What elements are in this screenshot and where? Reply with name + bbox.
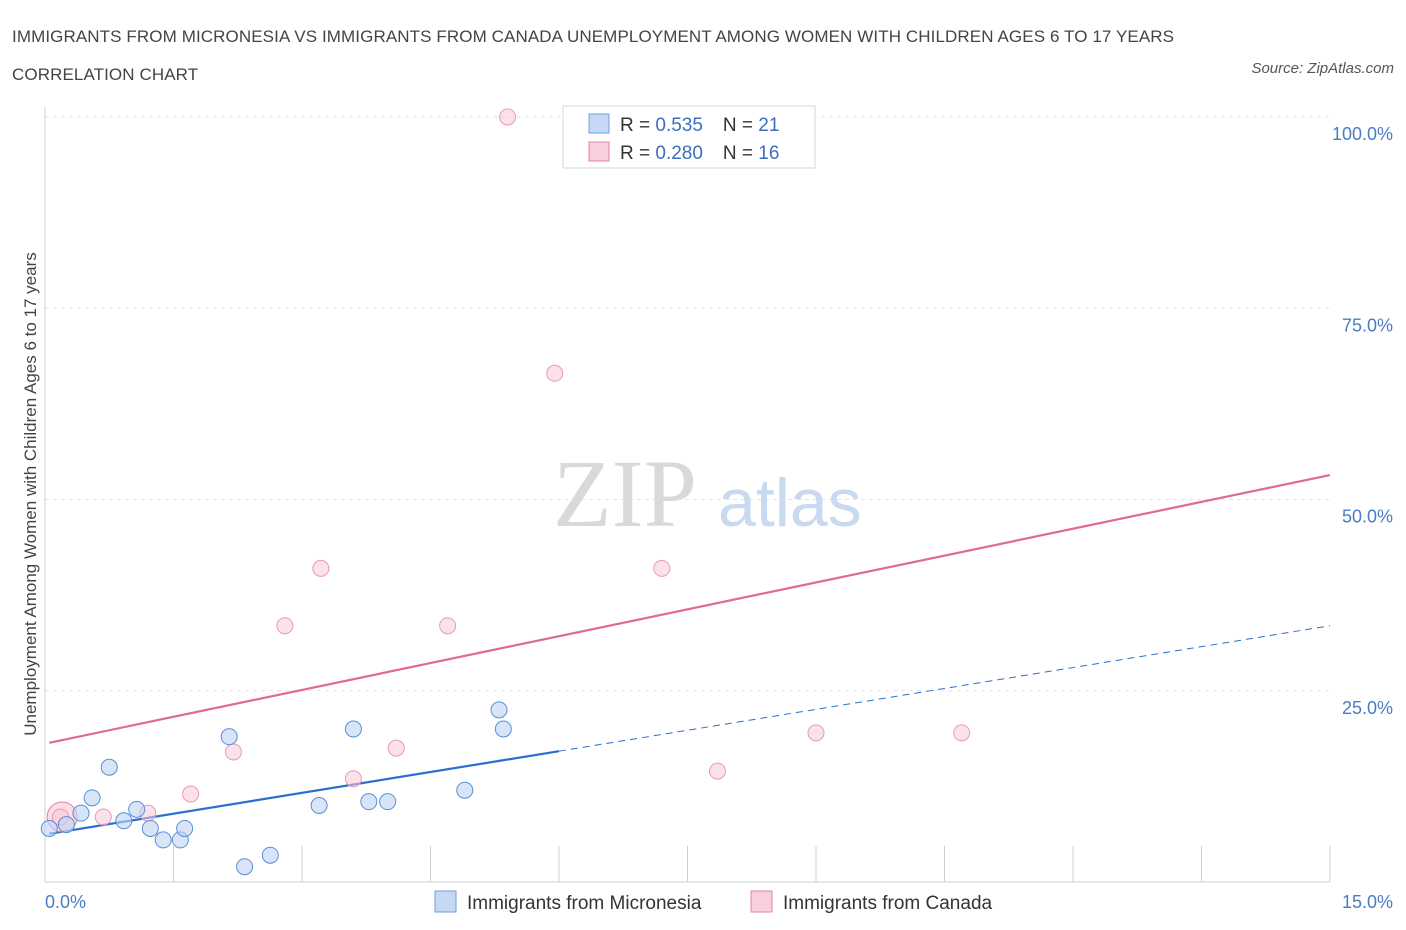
data-point-canada <box>344 770 362 788</box>
source-credit: Source: ZipAtlas.com <box>1251 60 1394 77</box>
n-label: N = <box>723 115 758 136</box>
bottom-legend-label-micronesia: Immigrants from Micronesia <box>467 893 702 914</box>
legend-swatch-micronesia <box>588 113 610 134</box>
stats-row-micronesia: R = 0.535 N = 21 <box>620 115 779 136</box>
n-value-micronesia: 21 <box>758 115 779 136</box>
r-value-canada: 0.280 <box>655 143 703 164</box>
x-tick-label: 15.0% <box>1342 892 1393 912</box>
data-point-micronesia <box>490 701 508 719</box>
bottom-legend-swatch-canada <box>750 890 773 913</box>
data-point-canada <box>224 743 242 761</box>
data-point-canada <box>546 364 564 382</box>
y-tick-label: 75.0% <box>1342 315 1393 335</box>
data-point-canada <box>439 617 457 635</box>
watermark-zip: ZIP <box>553 440 697 547</box>
data-point-micronesia <box>261 846 279 864</box>
data-point-micronesia <box>83 789 101 807</box>
n-value-canada: 16 <box>758 143 779 164</box>
data-point-micronesia <box>154 831 172 849</box>
data-point-canada <box>807 724 825 742</box>
data-point-canada <box>708 762 726 780</box>
legend-swatch-canada <box>588 141 610 162</box>
data-point-micronesia <box>344 720 362 738</box>
data-points <box>40 108 971 876</box>
data-point-micronesia <box>456 781 474 799</box>
data-point-micronesia <box>128 800 146 818</box>
data-point-micronesia <box>310 797 328 814</box>
r-label: R = <box>620 115 655 136</box>
data-point-micronesia <box>220 728 238 746</box>
data-point-canada <box>953 724 971 742</box>
data-point-micronesia <box>360 793 378 811</box>
gridlines <box>45 116 1330 692</box>
x-tick-label: 0.0% <box>45 892 86 912</box>
data-point-micronesia <box>57 816 75 834</box>
data-point-micronesia <box>115 812 133 830</box>
r-label: R = <box>620 143 655 164</box>
data-point-micronesia <box>141 819 159 837</box>
data-point-micronesia <box>379 793 397 811</box>
trend-line-micronesia <box>49 750 560 835</box>
data-point-canada <box>499 108 517 126</box>
chart-title: IMMIGRANTS FROM MICRONESIA VS IMMIGRANTS… <box>12 27 1175 84</box>
y-tick-label: 25.0% <box>1342 698 1393 718</box>
data-point-canada <box>94 808 112 826</box>
y-tick-label: 100.0% <box>1332 124 1393 144</box>
data-point-canada <box>653 559 671 577</box>
data-point-micronesia <box>236 858 254 876</box>
data-point-canada <box>182 785 200 803</box>
data-point-micronesia <box>176 819 194 837</box>
data-point-micronesia <box>100 758 118 776</box>
trend-lines <box>49 473 1331 835</box>
data-point-canada <box>276 617 294 635</box>
r-value-micronesia: 0.535 <box>655 115 703 136</box>
bottom-legend-swatch-micronesia <box>434 890 457 913</box>
data-point-micronesia <box>494 720 512 738</box>
data-point-micronesia <box>40 819 58 837</box>
data-point-micronesia <box>72 804 90 822</box>
watermark-atlas: atlas <box>718 465 862 541</box>
y-axis-label: Unemployment Among Women with Children A… <box>21 252 40 736</box>
data-point-canada <box>312 559 330 577</box>
n-label: N = <box>723 143 758 164</box>
stats-legend: R = 0.535 N = 21 R = 0.280 N = 16 <box>562 105 816 169</box>
tick-labels: 25.0% 50.0% 75.0% 100.0% 0.0% 15.0% <box>45 124 1393 912</box>
bottom-legend-label-canada: Immigrants from Canada <box>783 893 993 914</box>
trend-line-micronesia-extrapolated <box>558 625 1331 752</box>
axes <box>44 107 1331 883</box>
stats-row-canada: R = 0.280 N = 16 <box>620 143 779 164</box>
bottom-legend: Immigrants from Micronesia Immigrants fr… <box>434 890 993 914</box>
y-tick-label: 50.0% <box>1342 507 1393 527</box>
trend-line-canada <box>49 473 1331 744</box>
data-point-canada <box>387 739 405 757</box>
